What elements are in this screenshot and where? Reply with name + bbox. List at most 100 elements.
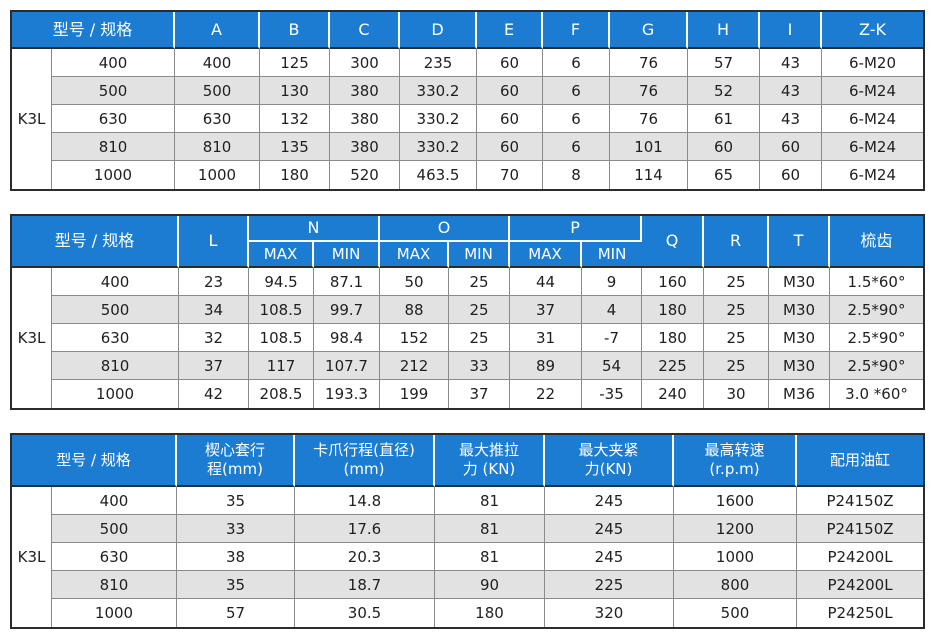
table-cell: P24200L: [797, 571, 923, 599]
col-header-o-max: MAX: [380, 242, 450, 268]
table-cell: 212: [380, 352, 450, 380]
table-cell: -35: [582, 380, 643, 408]
table-cell: 2.5*90°: [830, 296, 924, 324]
table-cell: 117: [249, 352, 315, 380]
col-header-d: D: [400, 12, 478, 49]
table-cell: 380: [330, 77, 401, 105]
table-cell: M30: [769, 324, 831, 352]
table-cell: 37: [179, 352, 250, 380]
spec-cell: 500: [52, 296, 180, 324]
table-cell: 43: [760, 77, 823, 105]
table-cell: 90: [435, 571, 545, 599]
col-header-zk: Z-K: [822, 12, 924, 49]
table-cell: 380: [330, 105, 401, 133]
table-cell: 6-M20: [822, 49, 924, 77]
model-cell: K3L: [12, 268, 52, 408]
col-header-max-push-pull: 最大推拉 力 (KN): [435, 435, 545, 487]
table-cell: 108.5: [249, 324, 315, 352]
model-cell: K3L: [12, 49, 52, 189]
table-row: 810 810 135 380 330.2 60 6 101 60 60 6-M24: [12, 133, 924, 161]
table-cell: 330.2: [400, 105, 478, 133]
table-cell: 1000: [674, 543, 797, 571]
table-cell: 60: [477, 105, 544, 133]
col-header-oil-cylinder: 配用油缸: [797, 435, 923, 487]
table-cell: 235: [400, 49, 478, 77]
table-row: 500 500 130 380 330.2 60 6 76 52 43 6-M24: [12, 77, 924, 105]
table-cell: 99.7: [314, 296, 381, 324]
table-cell: 463.5: [400, 161, 478, 189]
table-cell: 25: [704, 324, 770, 352]
table-cell: P24150Z: [797, 487, 923, 515]
col-header-a: A: [175, 12, 261, 49]
table-cell: 101: [610, 133, 689, 161]
table-row: 1000 57 30.5 180 320 500 P24250L: [12, 599, 923, 627]
table-cell: 6-M24: [822, 161, 924, 189]
table-cell: 152: [380, 324, 450, 352]
table-cell: 180: [642, 324, 705, 352]
table-cell: 320: [545, 599, 674, 627]
table-cell: 245: [545, 515, 674, 543]
table-cell: 245: [545, 487, 674, 515]
table-cell: 42: [179, 380, 250, 408]
spec-cell: 810: [52, 133, 176, 161]
table-cell: 81: [435, 515, 545, 543]
table-cell: 22: [510, 380, 583, 408]
table-cell: 60: [477, 49, 544, 77]
col-header-b: B: [260, 12, 331, 49]
table-cell: 25: [449, 296, 511, 324]
col-header-n-min: MIN: [314, 242, 381, 268]
table-cell: 50: [380, 268, 450, 296]
col-header-p-min: MIN: [582, 242, 643, 268]
table-cell: 44: [510, 268, 583, 296]
col-header-group-p: P: [510, 216, 643, 242]
table-cell: 1200: [674, 515, 797, 543]
table-cell: 76: [610, 105, 689, 133]
table-cell: 37: [449, 380, 511, 408]
col-header-e: E: [477, 12, 544, 49]
table-cell: 8: [543, 161, 611, 189]
table-cell: 107.7: [314, 352, 381, 380]
table-row: K3L 400 23 94.5 87.1 50 25 44 9 160 25 M30 1.5*60°: [12, 268, 924, 408]
table-cell: 9: [582, 268, 643, 296]
col-header-jaw-stroke: 卡爪行程(直径) (mm): [295, 435, 435, 487]
table-cell: 20.3: [295, 543, 435, 571]
table-cell: 60: [477, 133, 544, 161]
table-cell: 34: [179, 296, 250, 324]
table-cell: 33: [177, 515, 295, 543]
col-header-max-speed: 最高转速 (r.p.m): [674, 435, 797, 487]
col-header-t: T: [769, 216, 831, 268]
col-header-model-spec: 型号 / 规格: [12, 12, 176, 49]
table-cell: 38: [177, 543, 295, 571]
table-cell: 89: [510, 352, 583, 380]
table-cell: 88: [380, 296, 450, 324]
spec-cell: 810: [52, 571, 177, 599]
table-cell: 6: [543, 105, 611, 133]
table-cell: 225: [545, 571, 674, 599]
table-cell: 14.8: [295, 487, 435, 515]
table-cell: 330.2: [400, 133, 478, 161]
table-cell: 81: [435, 543, 545, 571]
table-cell: 500: [175, 77, 261, 105]
table-cell: 193.3: [314, 380, 381, 408]
table-row: 500 33 17.6 81 245 1200 P24150Z: [12, 515, 923, 543]
table-cell: 6-M24: [822, 105, 924, 133]
table-cell: 630: [175, 105, 261, 133]
col-header-n-max: MAX: [249, 242, 315, 268]
table-cell: 114: [610, 161, 689, 189]
table-cell: 37: [510, 296, 583, 324]
table-cell: 800: [674, 571, 797, 599]
table-cell: 54: [582, 352, 643, 380]
header-row: 型号 / 规格 楔心套行 程(mm) 卡爪行程(直径) (mm) 最大推拉 力 …: [12, 435, 923, 487]
table-cell: 6-M24: [822, 133, 924, 161]
table-cell: 65: [688, 161, 761, 189]
table-row: 810 35 18.7 90 225 800 P24200L: [12, 571, 923, 599]
spec-cell: 400: [52, 268, 180, 296]
table-row: K3L 400 35 14.8 81 245 1600 P24150Z: [12, 487, 923, 627]
performance-table: 型号 / 规格 楔心套行 程(mm) 卡爪行程(直径) (mm) 最大推拉 力 …: [10, 433, 925, 629]
table-cell: 1600: [674, 487, 797, 515]
table-cell: 6: [543, 49, 611, 77]
table-row: 810 37 117 107.7 212 33 89 54 225 25 M30 2.5*90°: [12, 352, 924, 380]
col-header-model-spec: 型号 / 规格: [12, 216, 180, 268]
table-cell: 60: [760, 133, 823, 161]
table-cell: 31: [510, 324, 583, 352]
